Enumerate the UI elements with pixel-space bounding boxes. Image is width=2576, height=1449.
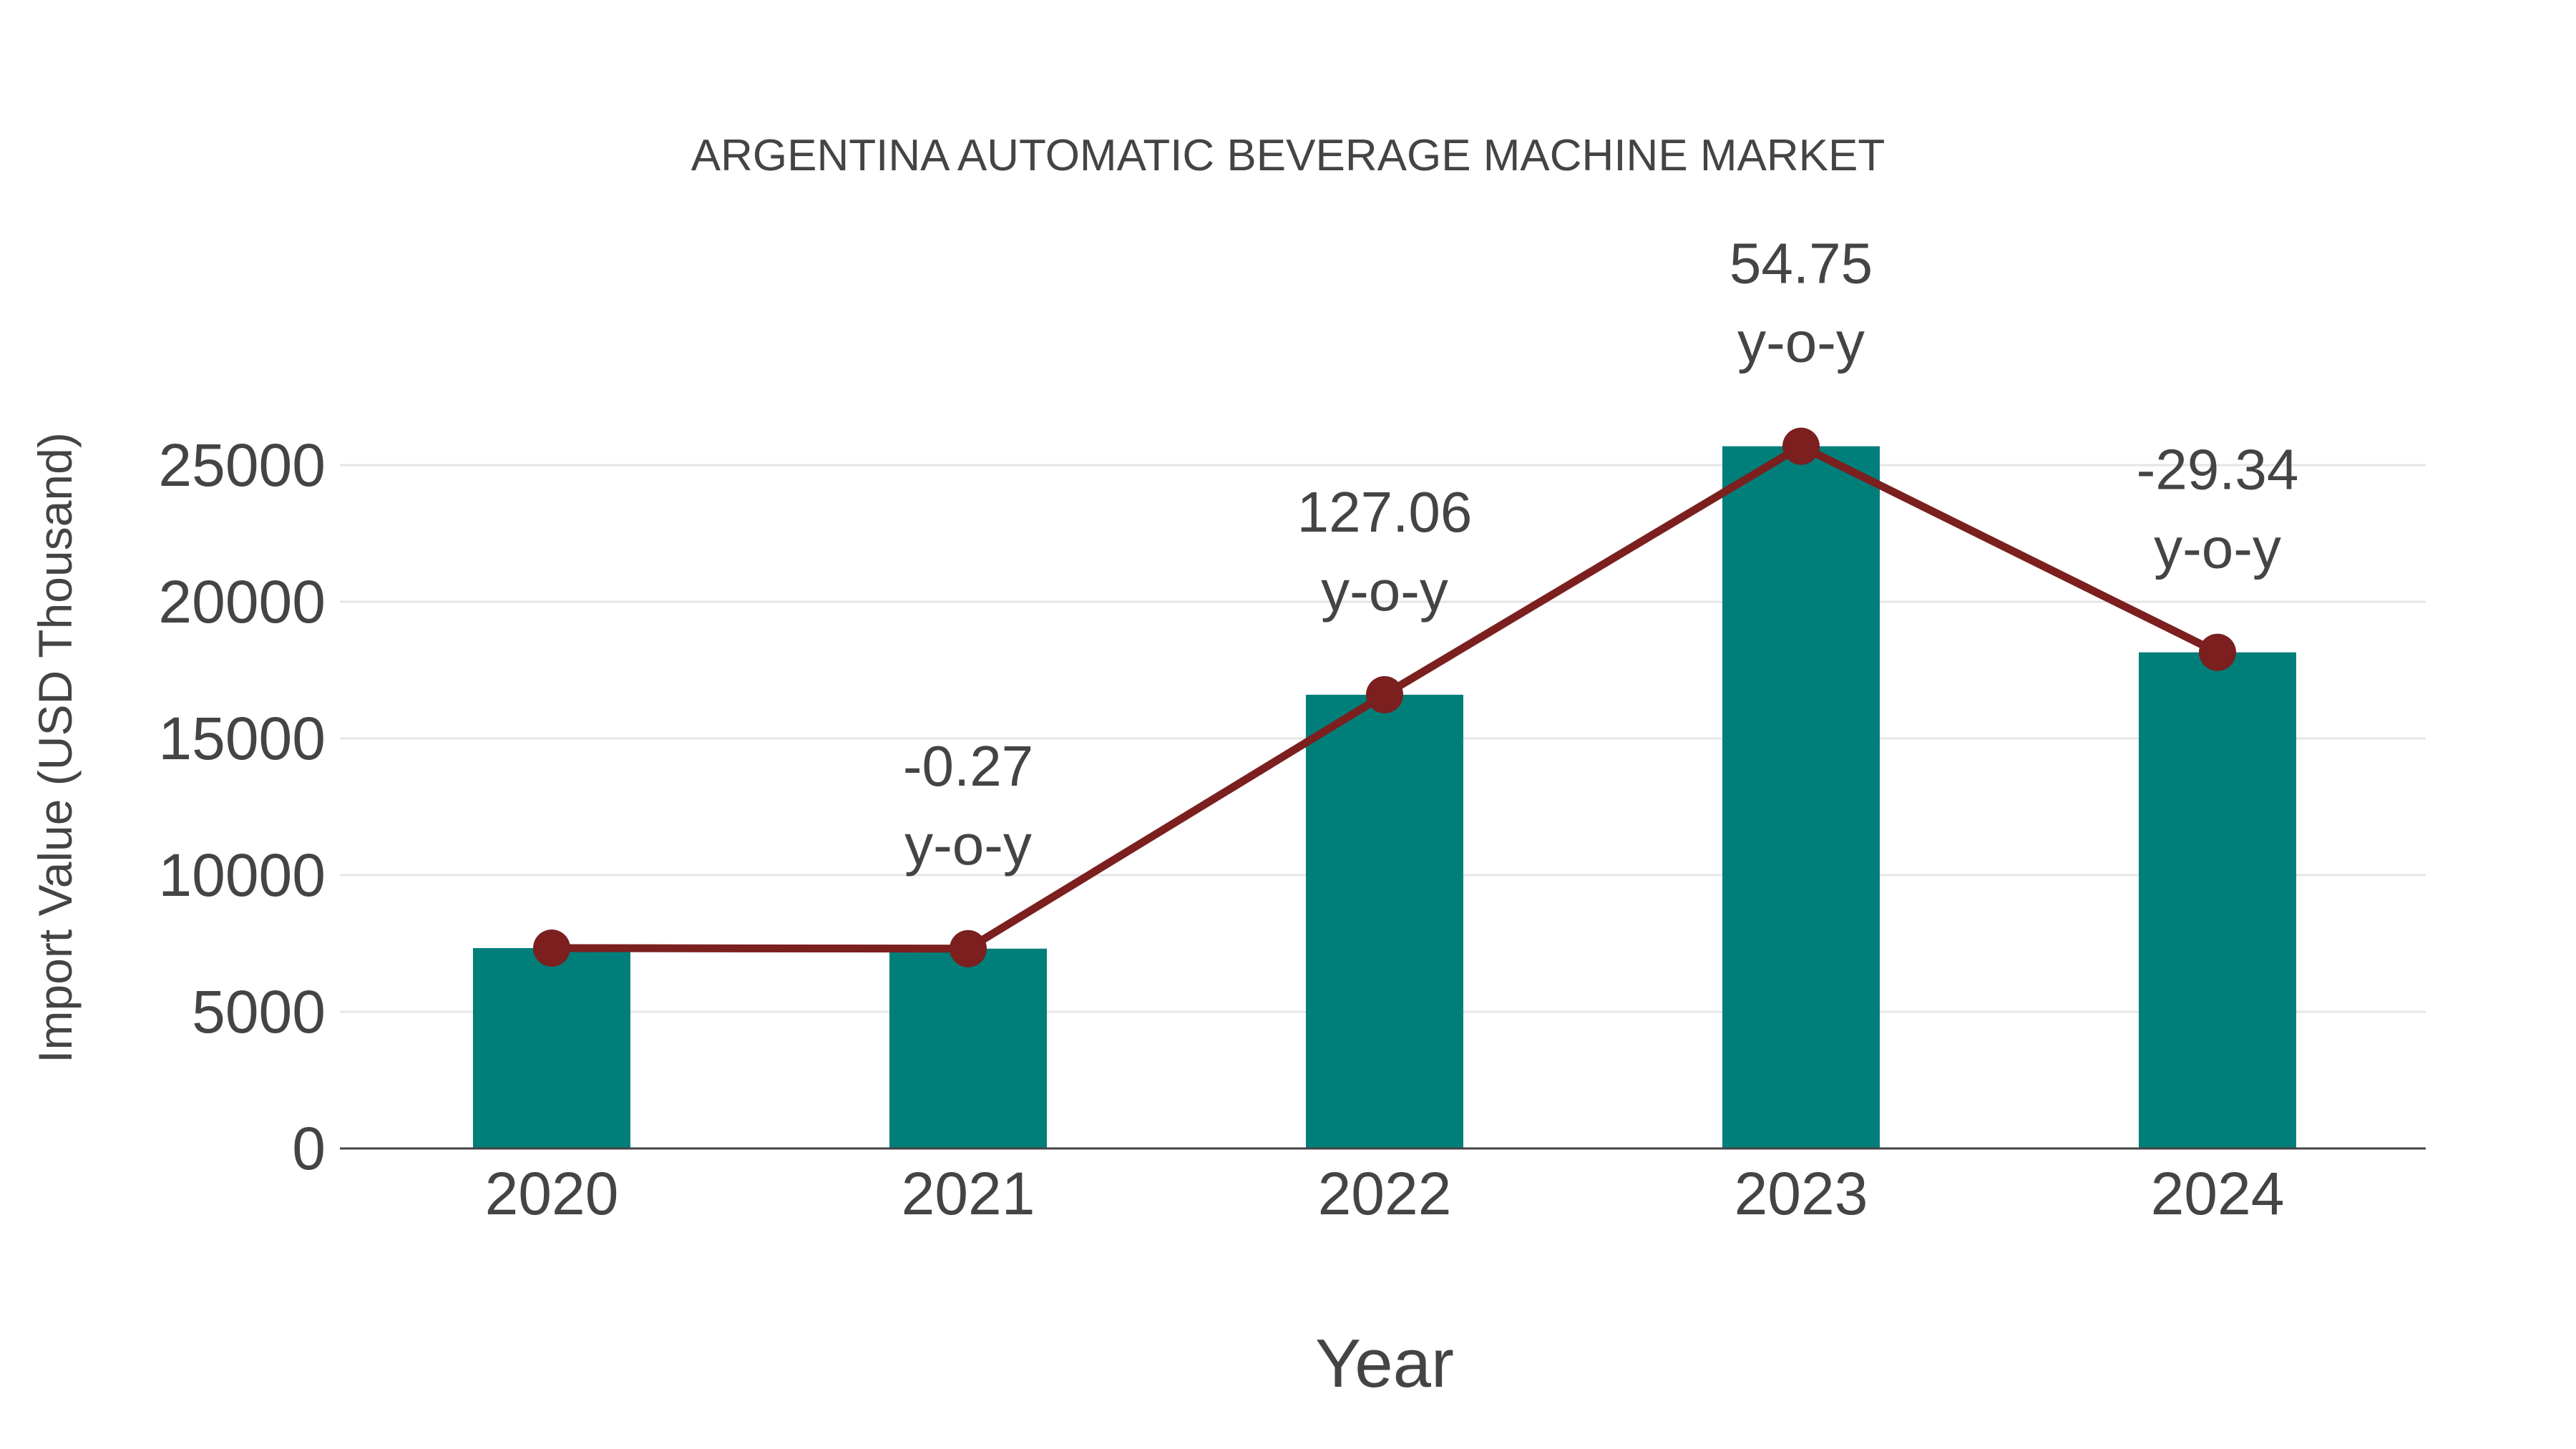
bar-2020 — [473, 947, 630, 1148]
x-tick-label: 2023 — [1735, 1160, 1868, 1227]
bar-2023 — [1722, 446, 1880, 1148]
y-tick-label: 10000 — [158, 841, 326, 909]
trend-marker — [1366, 675, 1403, 713]
trend-marker — [1782, 427, 1820, 465]
y-tick-label: 25000 — [158, 431, 326, 499]
yoy-suffix: y-o-y — [2154, 517, 2281, 580]
bar-2022 — [1306, 694, 1463, 1148]
yoy-suffix: y-o-y — [904, 813, 1032, 877]
yoy-suffix: y-o-y — [1321, 559, 1448, 623]
x-axis-label: Year — [1315, 1325, 1454, 1402]
yoy-value: -0.27 — [903, 734, 1033, 798]
y-axis-ticks: 0 5000 10000 15000 20000 25000 — [158, 431, 326, 1182]
x-axis-ticks: 2020 2021 2022 2023 2024 — [485, 1160, 2285, 1227]
y-tick-label: 0 — [292, 1115, 326, 1182]
y-axis-label: Import Value (USD Thousand) — [29, 432, 82, 1063]
bar-2021 — [889, 948, 1047, 1148]
trend-marker — [2199, 633, 2236, 671]
trend-marker — [950, 930, 987, 967]
bar-2024 — [2139, 652, 2296, 1148]
x-tick-label: 2021 — [902, 1160, 1035, 1227]
yoy-suffix: y-o-y — [1737, 311, 1865, 374]
yoy-value: -29.34 — [2137, 438, 2299, 502]
yoy-value: 127.06 — [1297, 480, 1473, 544]
bars — [473, 446, 2296, 1148]
y-tick-label: 5000 — [192, 978, 326, 1045]
y-tick-label: 20000 — [158, 568, 326, 635]
x-tick-label: 2022 — [1318, 1160, 1452, 1227]
yoy-annotations: -0.27 y-o-y 127.06 y-o-y 54.75 y-o-y -29.34 y-o… — [903, 232, 2299, 877]
yoy-value: 54.75 — [1729, 232, 1873, 296]
y-tick-label: 15000 — [158, 705, 326, 772]
trend-marker — [533, 929, 570, 967]
x-tick-label: 2024 — [2151, 1160, 2285, 1227]
chart-title: ARGENTINA AUTOMATIC BEVERAGE MACHINE MAR… — [691, 131, 1885, 180]
x-tick-label: 2020 — [485, 1160, 619, 1227]
trend-line — [533, 427, 2236, 967]
